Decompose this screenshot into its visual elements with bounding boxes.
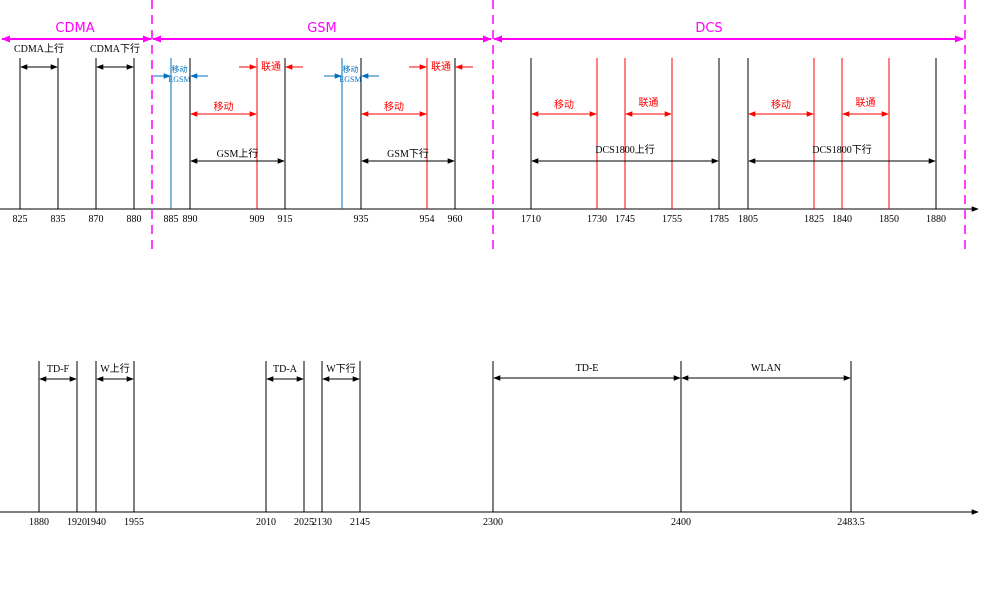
tick-label: 1840 [832,214,852,225]
band-label: W上行 [100,362,129,375]
tick-label: 890 [183,214,198,225]
band-label: 移动 [343,64,359,74]
band-label: W下行 [326,362,355,375]
tick-label: 909 [250,214,265,225]
band-label: TD-F [47,364,70,375]
tick-label: 1940 [86,517,106,528]
tick-label: 835 [51,214,66,225]
band-label: CDMA下行 [90,42,140,55]
tick-label: 1850 [879,214,899,225]
band-label: TD-E [576,363,599,374]
header-band-label: DCS [695,21,722,36]
tick-label: 1745 [615,214,635,225]
band-sublabel: EGSM [339,75,361,84]
tick-label: 2025 [294,517,314,528]
tick-label: 2300 [483,517,503,528]
tick-label: 2010 [256,517,276,528]
band-label: TD-A [273,364,298,375]
tick-label: 1920 [67,517,87,528]
tick-label: 2145 [350,517,370,528]
tick-label: 1805 [738,214,758,225]
tick-label: 1785 [709,214,729,225]
band-label: 联通 [431,61,451,73]
tick-label: 1710 [521,214,541,225]
band-label: 移动 [172,64,188,74]
band-label: DCS1800下行 [812,143,871,156]
band-label: WLAN [751,363,781,374]
tick-label: 2130 [312,517,332,528]
bottom-spectrum: TD-F W上行 TD-A W下行 TD-E WLAN 1880 1920 1940 1955 20… [0,361,979,528]
band-label: 移动 [554,98,574,111]
band-label: CDMA上行 [14,42,64,55]
tick-label: 2400 [671,517,691,528]
tick-label: 1880 [29,517,49,528]
band-label: GSM下行 [387,147,429,160]
band-label: 移动 [214,100,234,113]
band-label: 联通 [856,97,876,109]
tick-label: 2483.5 [837,517,865,528]
header-bands: CDMA GSM DCS [1,0,966,255]
band-label: 移动 [384,100,404,113]
tick-label: 1880 [926,214,946,225]
tick-label: 1730 [587,214,607,225]
tick-label: 825 [13,214,28,225]
band-label: 联通 [639,97,659,109]
band-label: DCS1800上行 [595,143,654,156]
header-band-label: GSM [307,21,337,36]
header-band-label: CDMA [55,21,94,36]
band-label: 联通 [261,61,281,73]
tick-label: 1955 [124,517,144,528]
tick-label: 954 [420,214,435,225]
band-label: 移动 [771,98,791,111]
tick-label: 1825 [804,214,824,225]
tick-label: 885 [164,214,179,225]
tick-label: 960 [448,214,463,225]
tick-label: 880 [127,214,142,225]
tick-label: 870 [89,214,104,225]
tick-label: 935 [354,214,369,225]
band-label: GSM上行 [217,147,259,160]
tick-label: 1755 [662,214,682,225]
tick-label: 915 [278,214,293,225]
band-sublabel: EGSM [168,75,190,84]
